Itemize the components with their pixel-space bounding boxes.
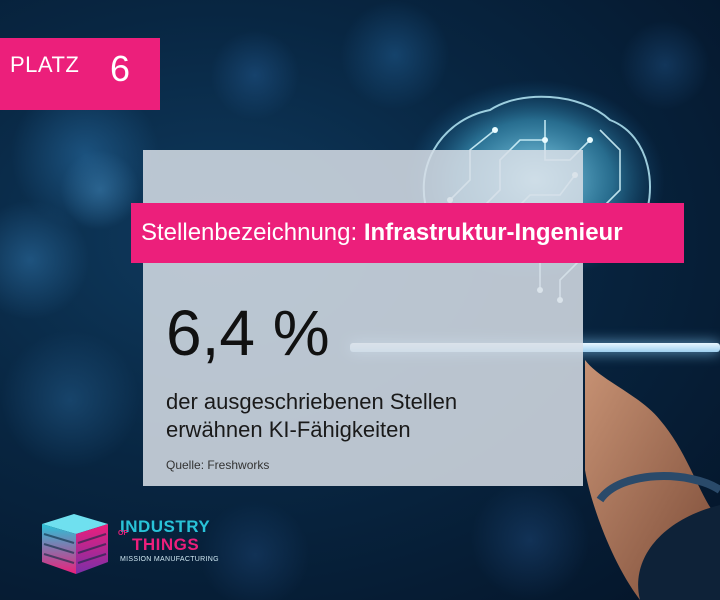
rank-label: PLATZ bbox=[10, 52, 80, 77]
job-title: Infrastruktur-Ingenieur bbox=[363, 219, 623, 246]
stat-description-line1: der ausgeschriebenen Stellen bbox=[166, 389, 458, 414]
logo-tagline: MISSION MANUFACTURING bbox=[120, 556, 219, 563]
cube-logo-icon bbox=[42, 514, 108, 574]
job-title-prefix: Stellenbezeichnung: bbox=[141, 219, 358, 246]
job-title-banner: Stellenbezeichnung: Infrastruktur-Ingeni… bbox=[131, 203, 684, 263]
logo-text-things: THINGS bbox=[132, 535, 200, 554]
rank-number: 6 bbox=[110, 48, 131, 89]
stat-description: der ausgeschriebenen Stellen erwähnen KI… bbox=[166, 388, 566, 444]
stat-description-line2: erwähnen KI-Fähigkeiten bbox=[166, 417, 411, 442]
logo-text-of: OF bbox=[118, 530, 128, 537]
source-note: Quelle: Freshworks bbox=[166, 458, 270, 472]
stat-value: 6,4 % bbox=[166, 297, 330, 369]
rank-badge: PLATZ 6 bbox=[0, 38, 160, 110]
logo-text-industry: INDUSTRY bbox=[120, 517, 211, 536]
